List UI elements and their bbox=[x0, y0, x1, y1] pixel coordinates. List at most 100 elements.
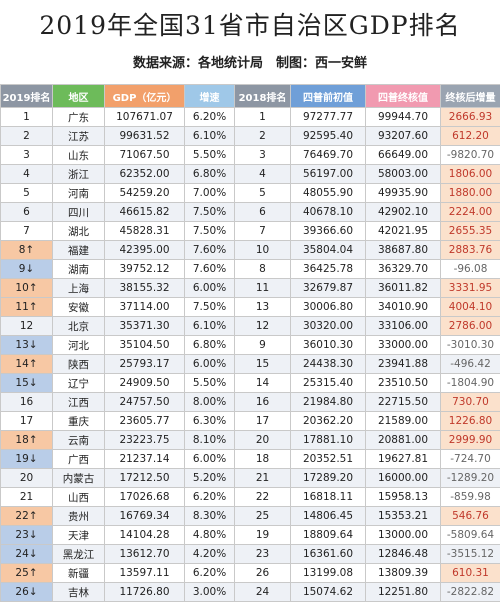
table-cell: 16818.11 bbox=[291, 488, 366, 507]
table-cell: 8.30% bbox=[185, 507, 235, 526]
column-header: 增速 bbox=[185, 85, 235, 108]
column-header: GDP（亿元） bbox=[105, 85, 185, 108]
table-cell: 2 bbox=[235, 127, 291, 146]
table-cell: 7.60% bbox=[185, 260, 235, 279]
subtitle: 数据来源：各地统计局 制图：西一安鲜 bbox=[0, 52, 500, 71]
table-cell: 9 bbox=[235, 336, 291, 355]
table-cell: 天津 bbox=[53, 526, 105, 545]
table-cell: 陕西 bbox=[53, 355, 105, 374]
table-cell: 6.20% bbox=[185, 488, 235, 507]
table-cell: 湖南 bbox=[53, 260, 105, 279]
table-cell: -859.98 bbox=[441, 488, 500, 507]
table-cell: 河北 bbox=[53, 336, 105, 355]
table-cell: 3331.95 bbox=[441, 279, 500, 298]
table-cell: -2822.82 bbox=[441, 583, 500, 602]
table-cell: -96.08 bbox=[441, 260, 500, 279]
table-cell: 38155.32 bbox=[105, 279, 185, 298]
table-cell: 19↓ bbox=[1, 450, 53, 469]
column-header: 地区 bbox=[53, 85, 105, 108]
table-cell: 15958.13 bbox=[366, 488, 441, 507]
table-cell: 21 bbox=[235, 469, 291, 488]
table-cell: 12846.48 bbox=[366, 545, 441, 564]
table-cell: 2224.00 bbox=[441, 203, 500, 222]
table-cell: 2999.90 bbox=[441, 431, 500, 450]
table-cell: 56197.00 bbox=[291, 165, 366, 184]
table-cell: 新疆 bbox=[53, 564, 105, 583]
table-cell: 58003.00 bbox=[366, 165, 441, 184]
table-cell: 14 bbox=[235, 374, 291, 393]
table-cell: 22↑ bbox=[1, 507, 53, 526]
table-cell: 辽宁 bbox=[53, 374, 105, 393]
table-cell: -3010.30 bbox=[441, 336, 500, 355]
table-cell: 23223.75 bbox=[105, 431, 185, 450]
table-cell: 吉林 bbox=[53, 583, 105, 602]
table-cell: 10 bbox=[235, 241, 291, 260]
column-header: 2018排名 bbox=[235, 85, 291, 108]
table-cell: 广西 bbox=[53, 450, 105, 469]
table-cell: 重庆 bbox=[53, 412, 105, 431]
table-cell: 23 bbox=[235, 545, 291, 564]
table-cell: 42395.00 bbox=[105, 241, 185, 260]
table-cell: 河南 bbox=[53, 184, 105, 203]
table-cell: 21984.80 bbox=[291, 393, 366, 412]
table-cell: -5809.64 bbox=[441, 526, 500, 545]
table-cell: 6.00% bbox=[185, 450, 235, 469]
table-cell: 16361.60 bbox=[291, 545, 366, 564]
table-cell: 13199.08 bbox=[291, 564, 366, 583]
table-cell: 34010.90 bbox=[366, 298, 441, 317]
table-cell: 21237.14 bbox=[105, 450, 185, 469]
table-cell: 15 bbox=[235, 355, 291, 374]
table-cell: 20352.51 bbox=[291, 450, 366, 469]
table-cell: 7.50% bbox=[185, 222, 235, 241]
table-cell: 20881.00 bbox=[366, 431, 441, 450]
table-cell: 99944.70 bbox=[366, 108, 441, 127]
table-cell: 6.80% bbox=[185, 336, 235, 355]
table-cell: 16769.34 bbox=[105, 507, 185, 526]
table-cell: 35104.50 bbox=[105, 336, 185, 355]
table-cell: 23605.77 bbox=[105, 412, 185, 431]
table-cell: 湖北 bbox=[53, 222, 105, 241]
table-cell: 11726.80 bbox=[105, 583, 185, 602]
table-cell: 6.20% bbox=[185, 564, 235, 583]
table-cell: 14806.45 bbox=[291, 507, 366, 526]
table-cell: 江苏 bbox=[53, 127, 105, 146]
table-cell: 贵州 bbox=[53, 507, 105, 526]
table-cell: 6.30% bbox=[185, 412, 235, 431]
table-cell: 22 bbox=[235, 488, 291, 507]
table-cell: 5.20% bbox=[185, 469, 235, 488]
table-cell: 92595.40 bbox=[291, 127, 366, 146]
table-cell: 26 bbox=[235, 564, 291, 583]
table-cell: 7.60% bbox=[185, 241, 235, 260]
table-cell: 40678.10 bbox=[291, 203, 366, 222]
table-cell: 45828.31 bbox=[105, 222, 185, 241]
table-cell: 6.80% bbox=[185, 165, 235, 184]
table-cell: 21589.00 bbox=[366, 412, 441, 431]
column-header: 2019排名 bbox=[1, 85, 53, 108]
table-cell: 上海 bbox=[53, 279, 105, 298]
table-cell: 23↓ bbox=[1, 526, 53, 545]
table-cell: 17 bbox=[235, 412, 291, 431]
table-cell: 33000.00 bbox=[366, 336, 441, 355]
table-cell: 23941.88 bbox=[366, 355, 441, 374]
table-cell: 610.31 bbox=[441, 564, 500, 583]
table-cell: 2 bbox=[1, 127, 53, 146]
table-cell: 18 bbox=[235, 450, 291, 469]
table-cell: 6.20% bbox=[185, 108, 235, 127]
table-cell: -496.42 bbox=[441, 355, 500, 374]
table-cell: 7.50% bbox=[185, 298, 235, 317]
table-cell: 18809.64 bbox=[291, 526, 366, 545]
table-cell: 16 bbox=[1, 393, 53, 412]
